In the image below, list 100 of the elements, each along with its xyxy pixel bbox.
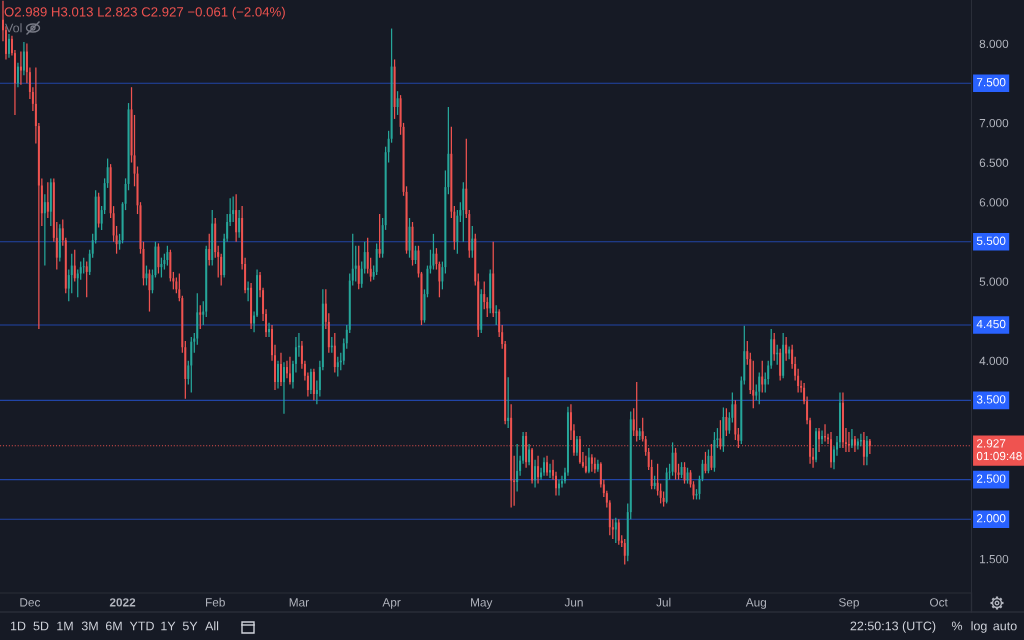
candlestick [312, 368, 315, 401]
candlestick [713, 431, 716, 473]
candlestick [865, 435, 868, 466]
candlestick [408, 217, 411, 259]
y-tick-label: 4.000 [979, 356, 1009, 366]
candlestick [707, 448, 710, 474]
candlestick [614, 517, 617, 544]
candlestick [73, 249, 76, 283]
text: YTD [129, 621, 154, 631]
text: 1M [57, 621, 73, 631]
candlestick [683, 461, 686, 485]
x-tick-label: May [471, 598, 493, 609]
candlestick [354, 245, 357, 283]
candlestick [680, 461, 683, 479]
candlestick [375, 242, 378, 276]
candlestick [432, 233, 435, 271]
text: 1D [10, 621, 26, 631]
text: 5Y [182, 621, 198, 631]
text: All [205, 621, 219, 631]
y-tick-label: 5.000 [979, 277, 1009, 286]
ref-line-label: 2.500 [976, 474, 1006, 483]
candlestick [280, 352, 282, 387]
x-tick-label: Sep [838, 598, 859, 609]
candlestick [507, 376, 510, 429]
ref-line-label: 4.450 [976, 319, 1006, 329]
candlestick [635, 381, 638, 443]
candlestick [396, 90, 399, 116]
ref-line-label: 2.000 [976, 514, 1006, 523]
candlestick [617, 518, 620, 546]
candlestick [674, 447, 677, 481]
candlestick [336, 356, 339, 378]
candlestick [357, 245, 360, 290]
candlestick [232, 195, 235, 223]
candlestick [534, 459, 537, 489]
text: 1Y [161, 621, 176, 631]
x-tick-label: Feb [206, 597, 225, 607]
candlestick [43, 193, 46, 267]
candlestick [199, 304, 202, 330]
candlestick [70, 253, 73, 294]
candlestick [593, 456, 596, 474]
candlestick [623, 538, 626, 566]
x-tick-label: Dec [20, 598, 41, 607]
y-tick-label: 6.500 [979, 158, 1009, 167]
candlestick [671, 441, 674, 477]
y-tick-label: 1.500 [980, 554, 1009, 564]
x-tick-label: Jun [564, 598, 583, 607]
ref-line-label: 3.500 [976, 395, 1006, 404]
candlestick [471, 225, 474, 259]
candlestick [85, 260, 88, 298]
candlestick [393, 58, 396, 120]
y-tick-label: 6.000 [979, 198, 1009, 207]
candlestick [411, 221, 414, 267]
candlestick [378, 213, 381, 259]
candlestick [483, 280, 486, 310]
candlestick [575, 435, 578, 457]
annotation: Vol [5, 23, 22, 33]
text: 3M [81, 621, 98, 631]
candlestick [22, 41, 25, 76]
candlestick [268, 322, 271, 338]
x-tick-label: Jul [656, 597, 671, 607]
candlestick [850, 428, 853, 449]
candlestick [208, 233, 211, 267]
candlestick [659, 482, 662, 505]
x-tick-label: Oct [929, 598, 948, 607]
candlestick [235, 193, 238, 243]
text: auto [993, 622, 1017, 631]
candlestick [773, 332, 776, 362]
ref-line-label: 7.500 [976, 78, 1006, 87]
x-tick-label: Apr [382, 598, 401, 609]
candlestick [516, 443, 519, 493]
text: 5D [33, 621, 49, 631]
candlestick [7, 33, 10, 59]
candlestick [190, 336, 193, 394]
candlestick [462, 181, 465, 243]
candlestick [704, 451, 707, 474]
candlestick [166, 245, 169, 267]
text: log [971, 621, 987, 633]
candlestick [686, 467, 689, 485]
candlestick [238, 209, 241, 239]
candlestick [859, 433, 862, 447]
candlestick [779, 348, 782, 382]
candlestick [148, 268, 151, 313]
y-tick-label: 7.000 [979, 118, 1009, 128]
candlestick [16, 62, 19, 88]
x-tick-label: Mar [289, 598, 309, 607]
candlestick [590, 453, 593, 473]
candlestick [543, 456, 546, 477]
candlestick [157, 242, 160, 275]
annotation: O2.989 H3.013 L2.823 C2.927 −0.061 (−2.04%) [4, 6, 285, 20]
candlestick [160, 257, 163, 279]
x-tick-label: Aug [745, 598, 767, 609]
candlestick [665, 467, 668, 505]
candlestick [758, 371, 761, 405]
candlestick [277, 360, 279, 390]
candlestick [537, 455, 540, 485]
x-tick-label: 2022 [109, 598, 136, 607]
candlestick [584, 455, 587, 474]
text: 6M [105, 621, 122, 631]
ref-line-label: 2.927 01:09:48 [976, 439, 1022, 461]
text: 22:50:13 (UTC) [850, 621, 936, 633]
